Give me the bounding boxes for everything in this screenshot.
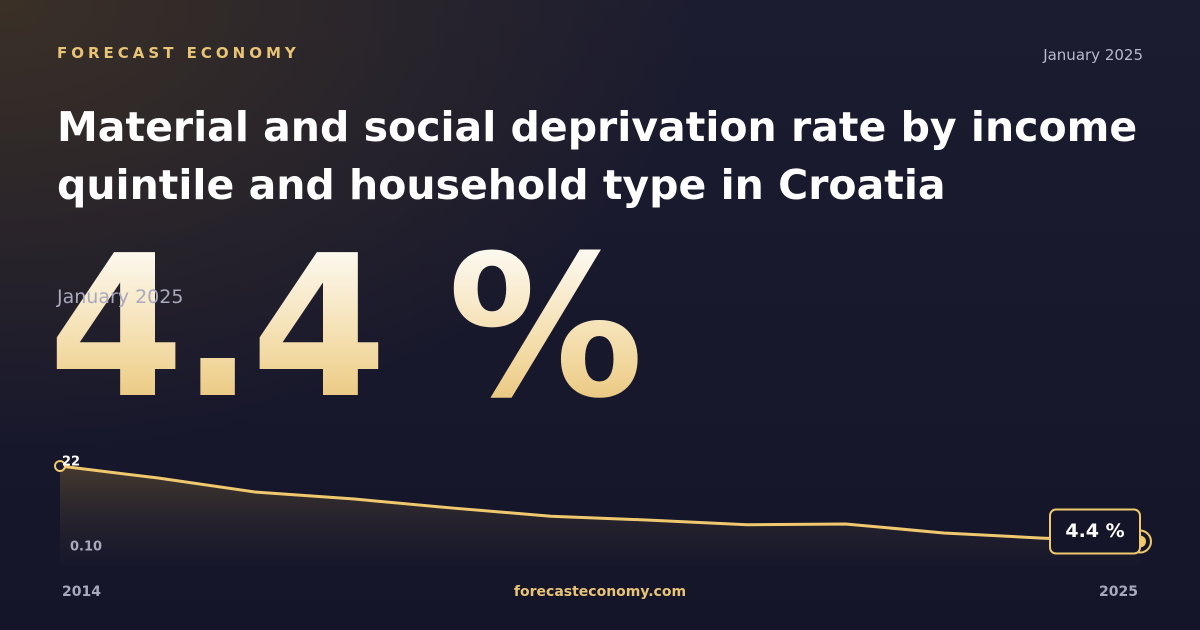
x-tick-label: 2025 xyxy=(1099,584,1138,600)
date: January 2025 xyxy=(1043,46,1143,64)
chart-title: Material and social deprivation rate by … xyxy=(57,103,1138,209)
value-label: 4.4 % xyxy=(1065,520,1124,542)
y-tick-label: 0.10 xyxy=(70,540,102,555)
y-tick-label: 22 xyxy=(62,455,80,470)
brand: FORECAST ECONOMY xyxy=(57,44,300,62)
area xyxy=(60,466,1140,565)
line xyxy=(59,464,1141,544)
headline-date: January 2025 xyxy=(57,286,184,308)
site: forecasteconomy.com xyxy=(514,584,686,600)
value-label-box xyxy=(1049,508,1141,555)
x-tick-label: 2014 xyxy=(62,584,101,600)
start-point xyxy=(54,460,66,472)
headline-value: 4.4 % xyxy=(48,214,644,442)
